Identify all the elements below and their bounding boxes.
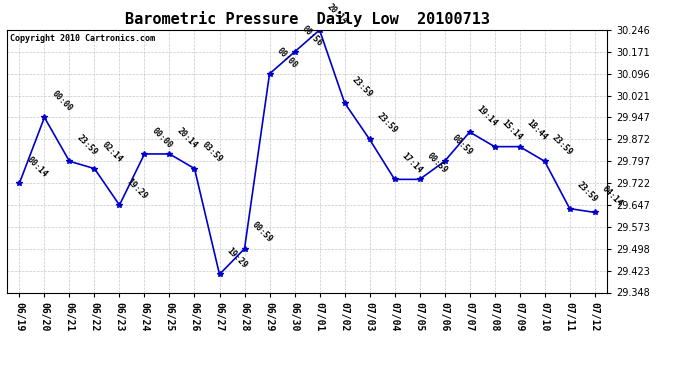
Text: 00:00: 00:00 [150,126,174,150]
Text: 23:59: 23:59 [350,75,374,99]
Text: 20:14: 20:14 [175,126,199,150]
Title: Barometric Pressure  Daily Low  20100713: Barometric Pressure Daily Low 20100713 [125,12,489,27]
Text: 02:14: 02:14 [100,140,124,164]
Text: 17:14: 17:14 [400,151,424,175]
Text: 00:00: 00:00 [50,89,74,113]
Text: 20:14: 20:14 [325,2,349,26]
Text: 00:00: 00:00 [275,46,299,70]
Text: 15:14: 15:14 [500,118,524,142]
Text: 23:59: 23:59 [75,133,99,157]
Text: 00:56: 00:56 [300,24,324,48]
Text: Copyright 2010 Cartronics.com: Copyright 2010 Cartronics.com [10,34,155,43]
Text: 00:59: 00:59 [425,151,449,175]
Text: 04:14: 04:14 [600,184,624,208]
Text: 00:59: 00:59 [250,220,274,245]
Text: 19:14: 19:14 [475,104,500,128]
Text: 00:59: 00:59 [450,133,474,157]
Text: 19:29: 19:29 [125,177,149,201]
Text: 00:14: 00:14 [25,155,49,179]
Text: 18:44: 18:44 [525,118,549,142]
Text: 23:59: 23:59 [550,133,574,157]
Text: 23:59: 23:59 [575,180,600,204]
Text: 23:59: 23:59 [375,111,400,135]
Text: 19:29: 19:29 [225,246,249,270]
Text: 03:59: 03:59 [200,140,224,164]
